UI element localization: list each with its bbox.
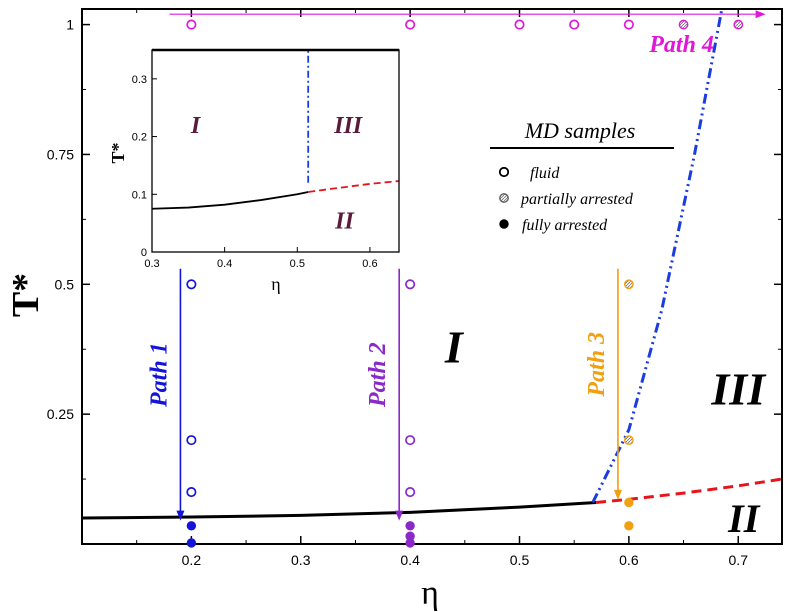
path-4-label: Path 4 xyxy=(648,32,714,58)
inset-x-tick-label: 0.4 xyxy=(217,258,232,270)
main-sample-points xyxy=(186,19,744,548)
sample-point-fluid xyxy=(514,19,525,30)
legend-marker-fully-arrested xyxy=(499,219,509,229)
sample-point-fully-arrested xyxy=(186,538,197,548)
x-tick-label: 0.4 xyxy=(400,552,420,568)
legend-label-fluid: fluid xyxy=(530,165,560,182)
sample-point-fluid xyxy=(623,19,634,30)
path-4-arrow-head xyxy=(755,10,766,19)
sample-point-fully-arrested xyxy=(624,497,634,508)
inset-x-tick-label: 0.3 xyxy=(144,258,159,270)
inset-y-tick-label: 0.2 xyxy=(132,132,147,144)
boundary-dashed-line xyxy=(595,477,783,504)
x-tick-label: 0.7 xyxy=(729,552,749,568)
region-label-II: II xyxy=(727,496,761,541)
legend-marker-fluid xyxy=(498,166,510,178)
main-axis-ticks: 0.2 0.3 0.4 0.5 0.6 0.7 0.25 0.5 0.75 1 xyxy=(47,9,782,568)
x-tick-label: 0.6 xyxy=(619,552,639,568)
sample-point-partially-arrested xyxy=(623,279,634,290)
x-tick-label: 0.3 xyxy=(291,552,311,568)
legend: MD samples fluid partially arrested full… xyxy=(490,118,674,234)
legend-marker-partially-arrested xyxy=(499,193,509,203)
inset-y-tick-label: 0.3 xyxy=(132,74,147,86)
sample-point-fluid xyxy=(186,487,197,498)
main-phase-boundaries xyxy=(81,8,783,520)
path-2-arrow-head xyxy=(395,510,404,521)
sample-point-fully-arrested xyxy=(405,538,415,548)
inset-axis-ticks: 0.3 0.4 0.5 0.6 0 0.1 0.2 0.3 xyxy=(132,74,378,270)
inset-region-label-III: III xyxy=(333,113,364,139)
sample-point-fluid xyxy=(405,435,416,446)
boundary-dash-dot-line xyxy=(591,8,724,504)
x-tick-label: 0.5 xyxy=(510,552,530,568)
y-tick-label: 0.5 xyxy=(55,276,75,292)
legend-label-partially-arrested: partially arrested xyxy=(520,191,634,208)
boundary-solid-line xyxy=(81,500,597,520)
x-tick-label: 0.2 xyxy=(182,552,202,568)
region-label-I: I xyxy=(444,322,465,373)
path-3-label: Path 3 xyxy=(584,332,610,398)
inset-y-tick-label: 0 xyxy=(141,247,147,259)
legend-label-fully-arrested: fully arrested xyxy=(522,217,608,234)
path-2-label: Path 2 xyxy=(365,342,391,408)
x-axis-title: η xyxy=(421,575,439,612)
path-1-arrow-head xyxy=(176,510,185,521)
region-label-III: III xyxy=(710,363,767,414)
path-1-label: Path 1 xyxy=(146,342,172,408)
sample-point-fluid xyxy=(405,487,416,498)
path-3-arrow-head xyxy=(613,489,622,500)
inset-frame xyxy=(151,49,400,253)
y-tick-label: 1 xyxy=(66,17,74,33)
inset-region-label-I: I xyxy=(190,113,202,139)
main-plot-frame xyxy=(81,8,783,545)
sample-point-fully-arrested xyxy=(186,521,197,531)
inset-y-axis-title: T* xyxy=(108,142,128,163)
main-path-arrows: Path 1 Path 2 Path 3 Path 4 xyxy=(146,10,766,521)
y-axis-title: T* xyxy=(5,273,47,317)
sample-point-partially-arrested xyxy=(678,19,689,30)
legend-title: MD samples xyxy=(524,118,636,143)
y-tick-label: 0.25 xyxy=(47,406,74,422)
sample-point-fluid xyxy=(186,19,197,30)
inset-x-axis-title: η xyxy=(271,274,280,294)
sample-point-fully-arrested xyxy=(624,521,634,531)
inset-boundary-dashed-line xyxy=(308,180,400,193)
sample-point-fluid xyxy=(186,279,197,290)
inset-x-tick-label: 0.6 xyxy=(362,258,377,270)
inset-y-tick-label: 0.1 xyxy=(132,189,147,201)
sample-point-fluid xyxy=(405,19,416,30)
sample-point-fully-arrested xyxy=(405,521,415,531)
sample-point-fluid xyxy=(405,279,416,290)
inset-x-tick-label: 0.5 xyxy=(290,258,305,270)
inset-background xyxy=(152,50,399,252)
inset-boundary-solid-line xyxy=(151,191,309,210)
sample-point-partially-arrested xyxy=(623,435,634,446)
sample-point-fluid xyxy=(186,435,197,446)
sample-point-fluid xyxy=(569,19,580,30)
inset-region-label-II: II xyxy=(334,208,355,234)
y-tick-label: 0.75 xyxy=(47,146,74,162)
sample-point-partially-arrested xyxy=(733,19,744,30)
